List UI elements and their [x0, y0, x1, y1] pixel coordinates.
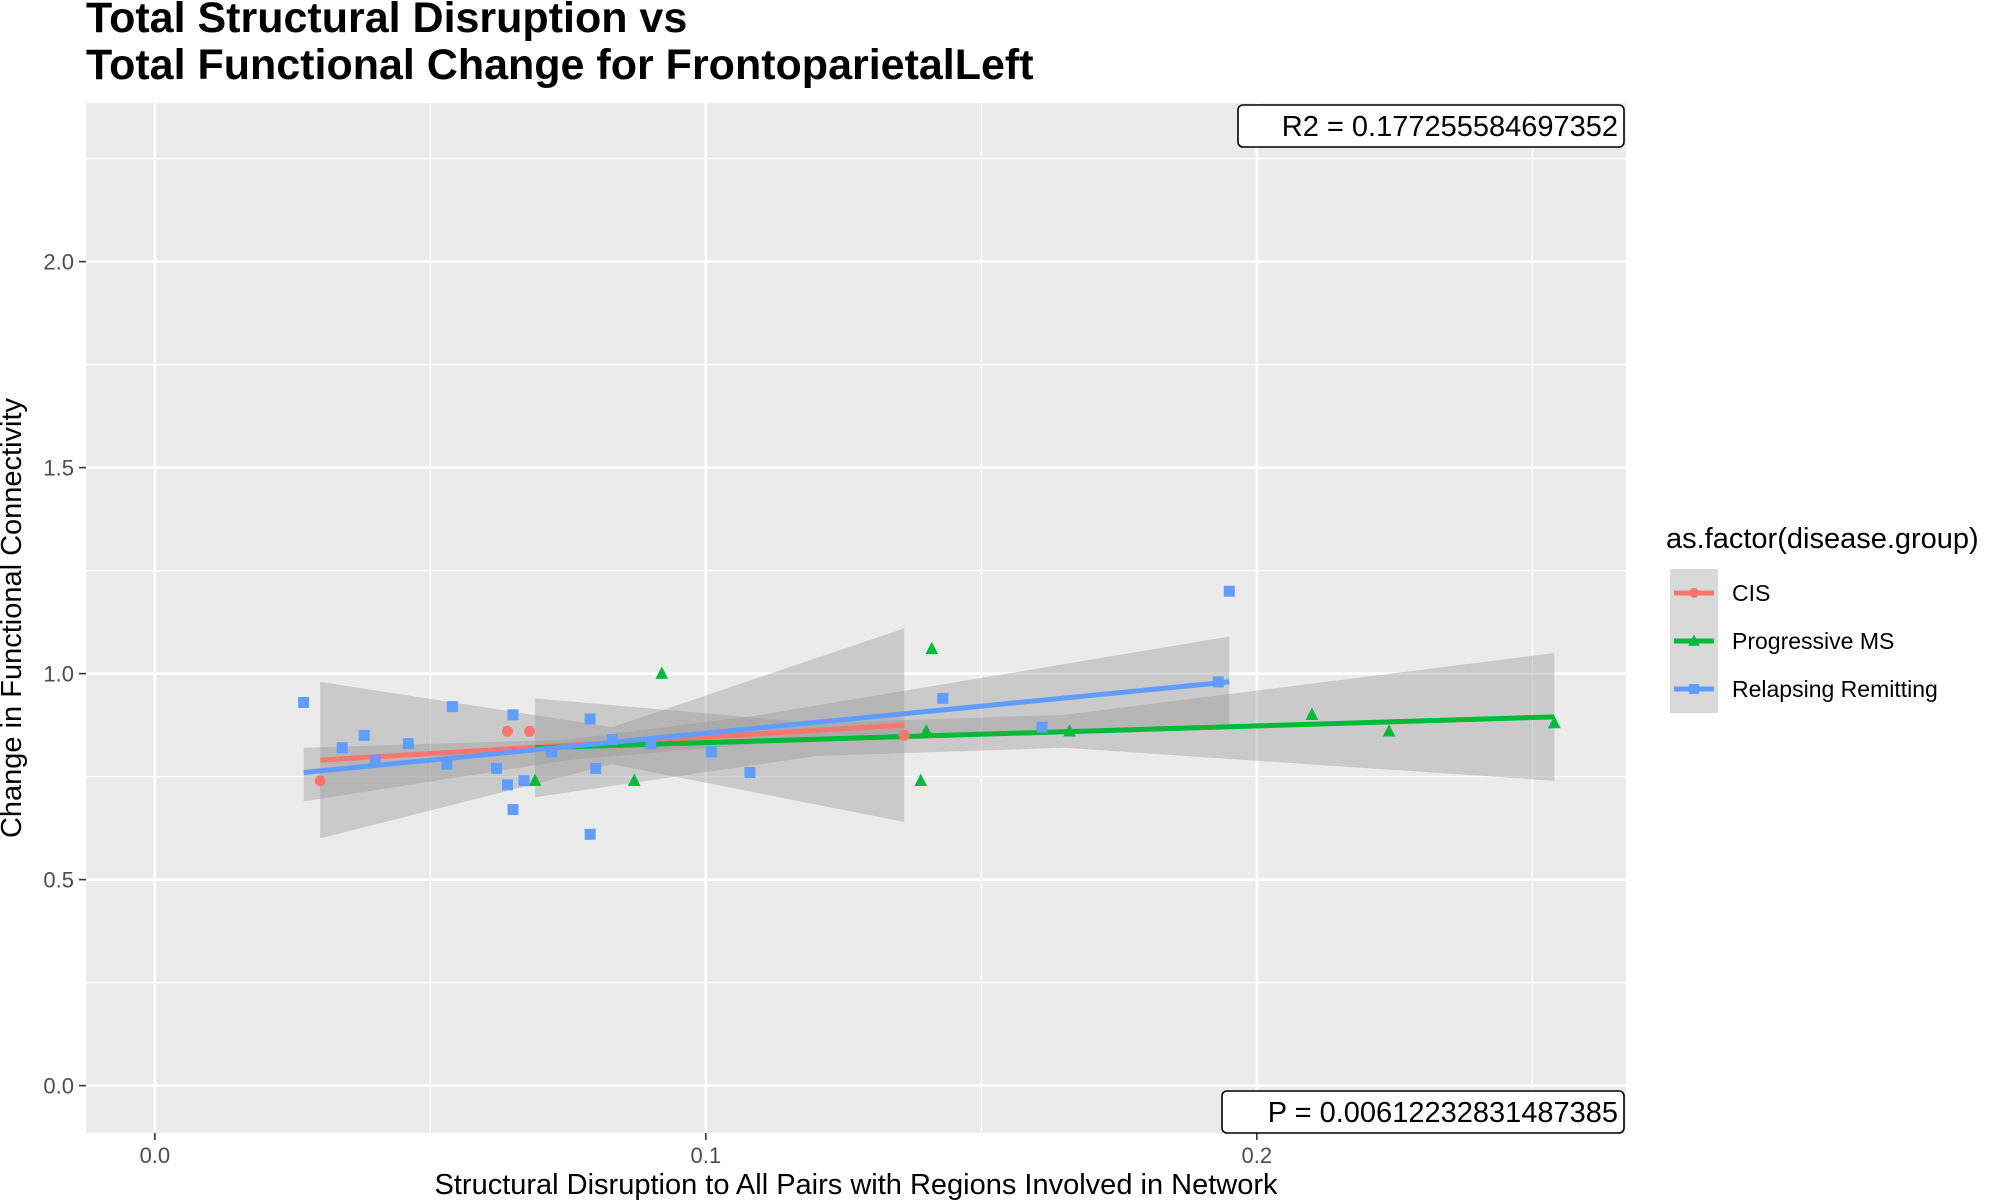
relapsing-remitting-point [490, 762, 502, 774]
relapsing-remitting-point [336, 742, 348, 754]
cis-confidence-band [320, 628, 905, 839]
cis-point [314, 775, 326, 787]
relapsing-remitting-point [358, 729, 370, 741]
y-axis-ticks: 0.0 0.5 1.0 1.5 2.0 [43, 250, 86, 1099]
relapsing-remitting-point [606, 734, 618, 746]
relapsing-remitting-point [507, 709, 519, 721]
relapsing-remitting-point [1223, 585, 1235, 597]
r2-annotation: R2 = 0.177255584697352 [1237, 104, 1625, 148]
legend-label: Progressive MS [1732, 628, 1894, 654]
chart-title-line-2: Total Functional Change for Frontopariet… [86, 41, 1034, 89]
p-value-annotation-text: P = 0.00612232831487385 [1268, 1097, 1618, 1129]
relapsing-remitting-point [584, 713, 596, 725]
legend-label: CIS [1732, 580, 1770, 606]
relapsing-remitting-point [369, 754, 381, 766]
relapsing-remitting-point [937, 692, 949, 704]
cis-point [898, 729, 910, 741]
relapsing-remitting-point [446, 701, 458, 713]
minor-gridlines [86, 103, 1626, 1133]
p-value-annotation: P = 0.00612232831487385 [1221, 1090, 1625, 1134]
progressive-ms-point [1382, 724, 1396, 737]
legend-key-marker [1689, 684, 1699, 694]
relapsing-remitting-fit-line [303, 679, 1230, 775]
progressive-ms-point [1548, 715, 1561, 729]
legend-title: as.factor(disease.group) [1666, 523, 1979, 555]
relapsing-remitting-point [298, 696, 310, 708]
y-tick-label: 0.0 [43, 1074, 74, 1099]
x-axis-ticks: 0.0 0.1 0.2 [140, 1133, 1273, 1168]
legend-key-marker [1688, 634, 1700, 646]
r2-annotation-box [1237, 104, 1625, 148]
x-tick-label: 0.1 [691, 1143, 722, 1168]
relapsing-remitting-confidence-band [303, 636, 1230, 802]
major-gridlines [86, 103, 1626, 1133]
plot-panel [86, 103, 1626, 1133]
progressive-ms-point [1063, 724, 1076, 737]
chart-title-line-1: Total Structural Disruption vs [86, 0, 687, 42]
y-tick-label: 0.5 [43, 868, 74, 893]
x-axis-title: Structural Disruption to All Pairs with … [435, 1169, 1278, 1200]
relapsing-remitting-point [590, 762, 602, 774]
progressive-ms-point [914, 773, 928, 786]
data-points [298, 585, 1561, 840]
y-tick-label: 1.5 [43, 456, 74, 481]
progressive-ms-point [528, 773, 542, 786]
y-tick-label: 2.0 [43, 250, 74, 275]
progressive-ms-point [919, 724, 933, 737]
r2-annotation-text: R2 = 0.177255584697352 [1282, 111, 1618, 143]
relapsing-remitting-point [1212, 676, 1224, 688]
progressive-ms-point [655, 666, 669, 679]
relapsing-remitting-point [402, 738, 414, 750]
relapsing-remitting-point [744, 767, 756, 778]
relapsing-remitting-point [584, 828, 596, 840]
p-value-annotation-box [1221, 1090, 1625, 1134]
relapsing-remitting-point [1036, 721, 1048, 733]
progressive-ms-point [1305, 707, 1319, 721]
x-tick-label: 0.2 [1242, 1143, 1273, 1168]
legend-label: Relapsing Remitting [1732, 676, 1938, 702]
relapsing-remitting-point [645, 738, 657, 750]
progressive-ms-point [925, 641, 939, 655]
relapsing-remitting-point [705, 746, 717, 758]
y-tick-label: 1.0 [43, 662, 74, 687]
legend: as.factor(disease.group) CIS Progressive … [1666, 523, 1979, 713]
cis-point [524, 725, 536, 737]
legend-keys: CIS Progressive MS Relapsing Remitting [1670, 569, 1938, 713]
x-tick-label: 0.0 [140, 1143, 171, 1168]
progressive-ms-point [627, 773, 641, 786]
relapsing-remitting-point [546, 746, 558, 758]
relapsing-remitting-point [441, 758, 453, 770]
relapsing-remitting-point [507, 804, 519, 816]
relapsing-remitting-point [502, 779, 514, 791]
cis-point [502, 725, 514, 737]
relapsing-remitting-point [518, 775, 530, 787]
legend-key-marker [1689, 588, 1699, 598]
y-axis-title: Change in Functional Connectivity [0, 397, 28, 838]
